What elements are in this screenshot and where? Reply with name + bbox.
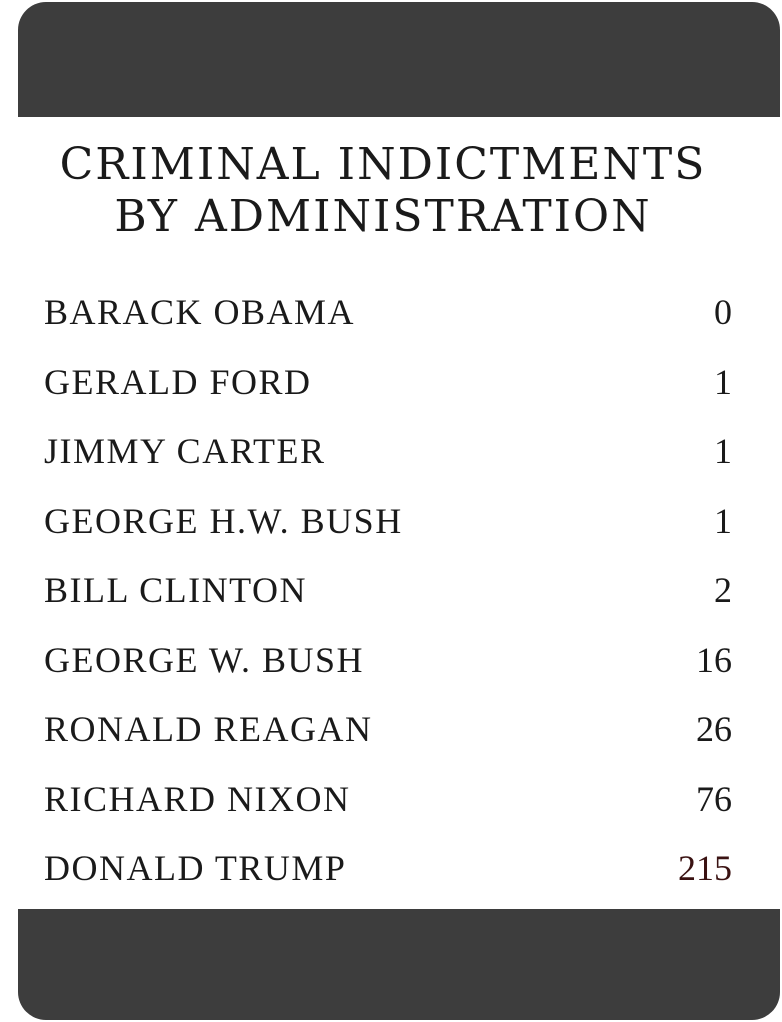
page-title: CRIMINAL INDICTMENTS BY ADMINISTRATION [18, 139, 748, 243]
indictments-card: CRIMINAL INDICTMENTS BY ADMINISTRATION B… [18, 117, 780, 909]
indictment-count: 16 [696, 639, 732, 680]
list-item-trump: DONALD TRUMP 215 [44, 831, 732, 901]
administration-name: BARACK OBAMA [44, 292, 356, 332]
list-item-w-bush: GEORGE W. BUSH 16 [44, 623, 732, 693]
title-line-1: CRIMINAL INDICTMENTS [59, 139, 707, 190]
indictment-count: 76 [696, 778, 732, 819]
image-frame: CRIMINAL INDICTMENTS BY ADMINISTRATION B… [18, 2, 780, 1020]
list-item-clinton: BILL CLINTON 2 [44, 553, 732, 623]
indictments-list: BARACK OBAMA 0 GERALD FORD 1 JIMMY CARTE… [44, 275, 732, 901]
administration-name: RONALD REAGAN [44, 709, 373, 749]
list-item-carter: JIMMY CARTER 1 [44, 414, 732, 484]
administration-name: GEORGE W. BUSH [44, 639, 365, 680]
administration-name: DONALD TRUMP [44, 848, 347, 888]
list-item-obama: BARACK OBAMA 0 [44, 275, 732, 345]
indictment-count: 1 [714, 431, 732, 471]
title-line-2: BY ADMINISTRATION [114, 191, 652, 242]
indictment-count: 2 [714, 570, 732, 610]
administration-name: GERALD FORD [44, 361, 312, 402]
indictment-count: 215 [678, 848, 732, 888]
indictment-count: 26 [696, 709, 732, 749]
list-item-ford: GERALD FORD 1 [44, 345, 732, 415]
administration-name: GEORGE H.W. BUSH [44, 500, 403, 541]
administration-name: RICHARD NIXON [44, 778, 351, 819]
administration-name: BILL CLINTON [44, 570, 307, 610]
indictment-count: 0 [714, 292, 732, 332]
list-item-hw-bush: GEORGE H.W. BUSH 1 [44, 484, 732, 554]
list-item-nixon: RICHARD NIXON 76 [44, 762, 732, 832]
indictment-count: 1 [714, 361, 732, 402]
list-item-reagan: RONALD REAGAN 26 [44, 692, 732, 762]
administration-name: JIMMY CARTER [44, 431, 326, 471]
indictment-count: 1 [714, 500, 732, 541]
